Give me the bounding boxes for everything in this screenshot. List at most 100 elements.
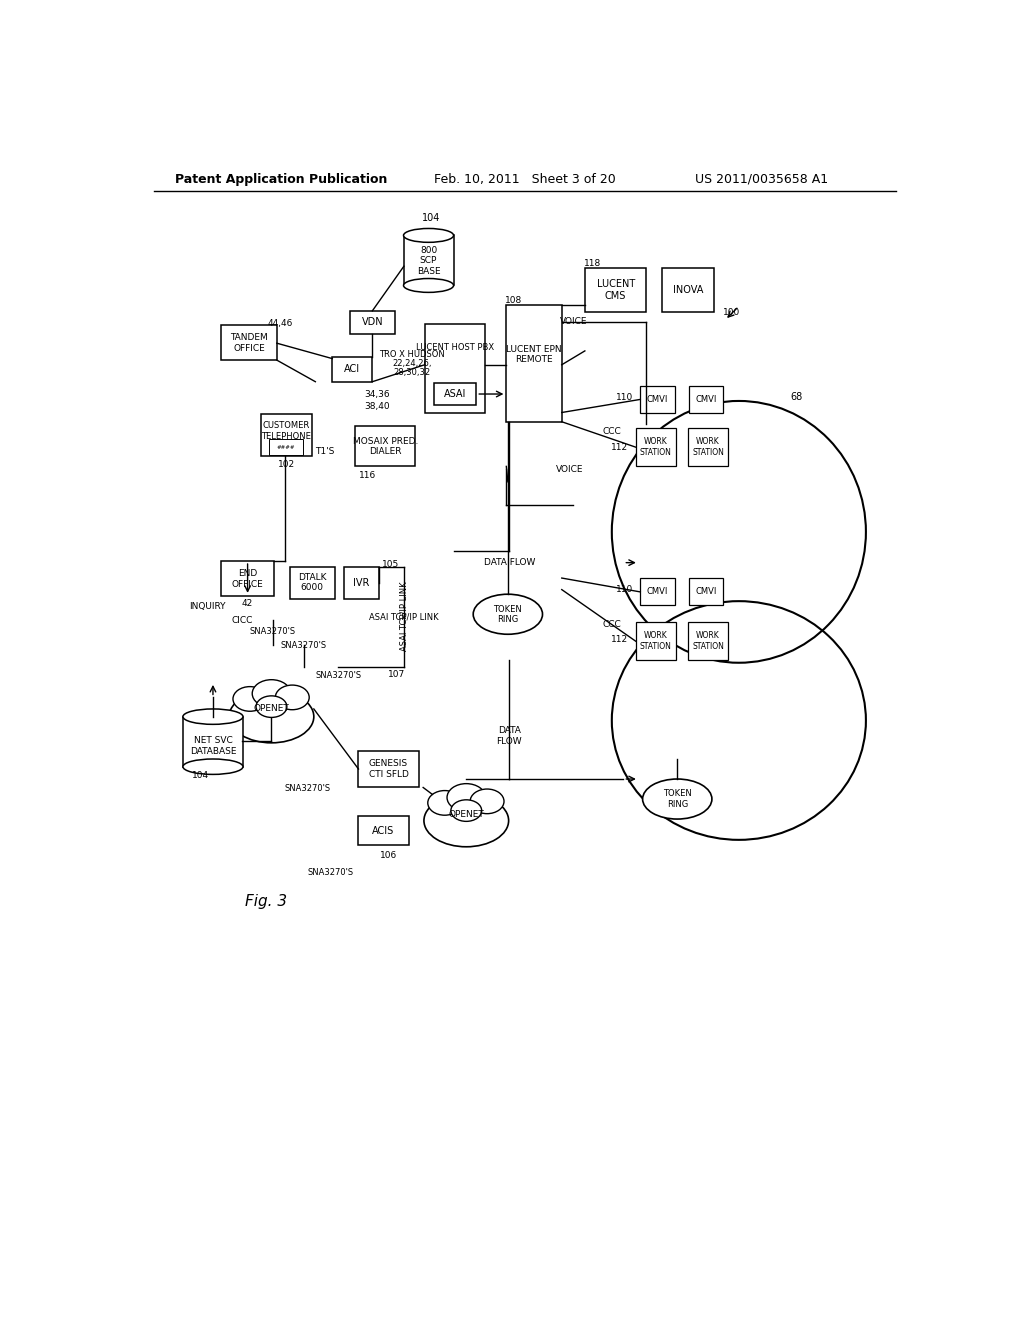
Text: WORK
STATION: WORK STATION: [692, 631, 724, 651]
Text: ACI: ACI: [344, 364, 360, 375]
Text: MOSAIX PRED.
DIALER: MOSAIX PRED. DIALER: [352, 437, 418, 457]
Text: VOICE: VOICE: [556, 465, 584, 474]
Text: 112: 112: [611, 635, 628, 644]
Text: CUSTOMER
TELEPHONE: CUSTOMER TELEPHONE: [261, 421, 311, 441]
Bar: [688, 428, 728, 466]
Ellipse shape: [183, 759, 243, 775]
Text: TOKEN
RING: TOKEN RING: [663, 789, 691, 809]
Text: LUCENT
CMS: LUCENT CMS: [597, 280, 635, 301]
Ellipse shape: [447, 784, 485, 812]
Text: TOKEN
RING: TOKEN RING: [494, 605, 522, 624]
Ellipse shape: [470, 789, 504, 813]
Bar: [261, 414, 311, 457]
Bar: [290, 566, 335, 599]
Text: 107: 107: [388, 669, 406, 678]
Bar: [636, 428, 676, 466]
Text: Feb. 10, 2011   Sheet 3 of 20: Feb. 10, 2011 Sheet 3 of 20: [434, 173, 615, 186]
Bar: [425, 323, 484, 412]
Text: 110: 110: [615, 392, 633, 401]
Text: CMVI: CMVI: [646, 587, 668, 597]
Text: LUCENT HOST PBX: LUCENT HOST PBX: [416, 343, 494, 351]
Bar: [434, 383, 476, 405]
Text: Fig. 3: Fig. 3: [245, 894, 287, 909]
Text: ACIS: ACIS: [372, 825, 394, 836]
Text: 104: 104: [193, 771, 209, 780]
Bar: [269, 440, 303, 455]
Text: 102: 102: [278, 461, 295, 470]
Bar: [689, 578, 724, 605]
Text: CMVI: CMVI: [695, 587, 717, 597]
Text: 116: 116: [358, 471, 376, 480]
Text: SNA3270'S: SNA3270'S: [250, 627, 296, 636]
Text: CMVI: CMVI: [646, 395, 668, 404]
Text: WORK
STATION: WORK STATION: [640, 437, 672, 457]
Text: Patent Application Publication: Patent Application Publication: [174, 173, 387, 186]
Text: 110: 110: [615, 585, 633, 594]
Text: CICC: CICC: [231, 616, 253, 624]
Bar: [358, 816, 409, 845]
Ellipse shape: [233, 686, 267, 711]
Text: CCC: CCC: [602, 620, 622, 628]
Text: 22,24,26,: 22,24,26,: [392, 359, 432, 368]
Text: SNA3270'S: SNA3270'S: [307, 867, 354, 876]
Ellipse shape: [451, 800, 481, 821]
Text: NET SVC
DATABASE: NET SVC DATABASE: [189, 737, 237, 755]
Text: CCC: CCC: [602, 428, 622, 436]
Ellipse shape: [403, 279, 454, 293]
Text: OPENET: OPENET: [449, 810, 484, 818]
Text: 28,30,32: 28,30,32: [394, 368, 431, 378]
Text: TRO X HUDSON: TRO X HUDSON: [380, 350, 445, 359]
Text: OPENET: OPENET: [254, 705, 290, 713]
Text: 68: 68: [791, 392, 803, 403]
Text: SNA3270'S: SNA3270'S: [315, 672, 361, 680]
Text: ASAI: ASAI: [443, 389, 466, 399]
Bar: [506, 305, 562, 422]
Text: SNA3270'S: SNA3270'S: [281, 640, 327, 649]
Ellipse shape: [643, 779, 712, 818]
Text: 105: 105: [382, 560, 399, 569]
Bar: [355, 426, 416, 466]
Ellipse shape: [403, 228, 454, 243]
Text: 42: 42: [242, 599, 253, 609]
Ellipse shape: [229, 690, 313, 743]
Text: 118: 118: [584, 260, 601, 268]
Text: GENESIS
CTI SFLD: GENESIS CTI SFLD: [369, 759, 409, 779]
Text: DATA
FLOW: DATA FLOW: [497, 726, 522, 746]
Bar: [688, 622, 728, 660]
Text: WORK
STATION: WORK STATION: [640, 631, 672, 651]
Text: DATA FLOW: DATA FLOW: [483, 558, 536, 568]
Text: US 2011/0035658 A1: US 2011/0035658 A1: [695, 173, 828, 186]
Text: INQUIRY: INQUIRY: [189, 602, 226, 611]
Text: LUCENT EPN
REMOTE: LUCENT EPN REMOTE: [506, 345, 562, 364]
Bar: [333, 358, 373, 381]
Ellipse shape: [428, 791, 462, 816]
Text: 800
SCP
BASE: 800 SCP BASE: [417, 246, 440, 276]
Bar: [640, 578, 675, 605]
Text: 34,36: 34,36: [364, 391, 389, 399]
Bar: [221, 561, 273, 595]
Text: ASAI TCP/IP LINK: ASAI TCP/IP LINK: [399, 582, 409, 651]
Ellipse shape: [275, 685, 309, 710]
Text: T1'S: T1'S: [315, 446, 334, 455]
Ellipse shape: [252, 680, 291, 708]
Text: 112: 112: [611, 442, 628, 451]
Text: IVR: IVR: [352, 578, 369, 587]
Text: 44,46: 44,46: [267, 319, 293, 329]
Text: INOVA: INOVA: [673, 285, 703, 296]
Text: DTALK
6000: DTALK 6000: [298, 573, 327, 593]
Text: ####: ####: [276, 445, 295, 450]
Text: VOICE: VOICE: [560, 317, 588, 326]
Bar: [403, 235, 454, 285]
Bar: [689, 385, 724, 412]
Text: 100: 100: [723, 308, 739, 317]
Text: CMVI: CMVI: [695, 395, 717, 404]
Bar: [585, 268, 646, 313]
Text: SNA3270'S: SNA3270'S: [285, 784, 331, 793]
Text: TANDEM
OFFICE: TANDEM OFFICE: [230, 334, 268, 352]
Bar: [640, 385, 675, 412]
Text: VDN: VDN: [361, 317, 383, 327]
Ellipse shape: [183, 709, 243, 725]
Text: 108: 108: [506, 297, 522, 305]
Text: 38,40: 38,40: [364, 401, 389, 411]
Bar: [358, 751, 419, 788]
